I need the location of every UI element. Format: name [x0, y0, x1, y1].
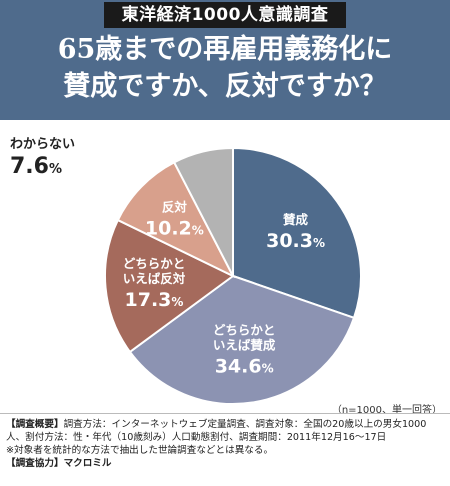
pie-slice-label-1-0: どちらかと [213, 322, 276, 337]
pie-slice-value-1: 34.6% [215, 355, 274, 377]
pie-slice-value-2: 17.3% [125, 289, 184, 311]
pie-slice-2 [104, 218, 235, 354]
pie-slice-label-0-0: 賛成 [283, 212, 309, 227]
pie-slice-4 [172, 146, 234, 277]
pie-slice-0 [232, 146, 362, 320]
pie-chart-area: 賛成 30.3% どちらかと いえば賛成 34.6% どちらかと いえば反対 17.3% 反対 1… [0, 120, 450, 410]
sample-note: （n=1000、単一回答） [331, 405, 442, 416]
chart-headline-line1: 65歳までの再雇用義務化に [57, 34, 393, 65]
pie-slice-label-2-1: いえば反対 [123, 271, 186, 286]
label-unknown-name: わからない [10, 137, 76, 152]
pie-slice-3 [116, 160, 236, 279]
chart-headline-line2: 賛成ですか、反対ですか？ [63, 71, 387, 102]
survey-footnote: ※対象者を統計的な方法で抽出した世論調査などとは異なる。 [6, 445, 274, 456]
label-unknown: わからない 7.6% [10, 133, 75, 179]
pie-slice-label-1-1: いえば賛成 [213, 337, 276, 352]
survey-footer: 【調査概要】調査方法：インターネットウェブ定量調査、調査対象：全国の20歳以上の… [6, 418, 444, 470]
pie-slice-value-0: 30.3% [266, 230, 325, 252]
survey-overview: 【調査概要】調査方法：インターネットウェブ定量調査、調査対象：全国の20歳以上の… [6, 419, 427, 443]
survey-cooperation: 【調査協力】マクロミル [6, 458, 112, 469]
pie-slice-label-2-0: どちらかと [123, 256, 186, 271]
pie-chart: 賛成30.3%どちらかといえば賛成34.6%どちらかといえば反対17.3%反対1… [104, 146, 362, 405]
series-title: 東洋経済1000人意識調査 [104, 2, 346, 28]
pie-slice-label-3-0: 反対 [162, 199, 188, 214]
label-unknown-value: 7.6% [10, 154, 63, 179]
pie-slice-value-3: 10.2% [145, 217, 204, 239]
pie-slice-1 [128, 274, 356, 405]
divider [0, 413, 450, 414]
